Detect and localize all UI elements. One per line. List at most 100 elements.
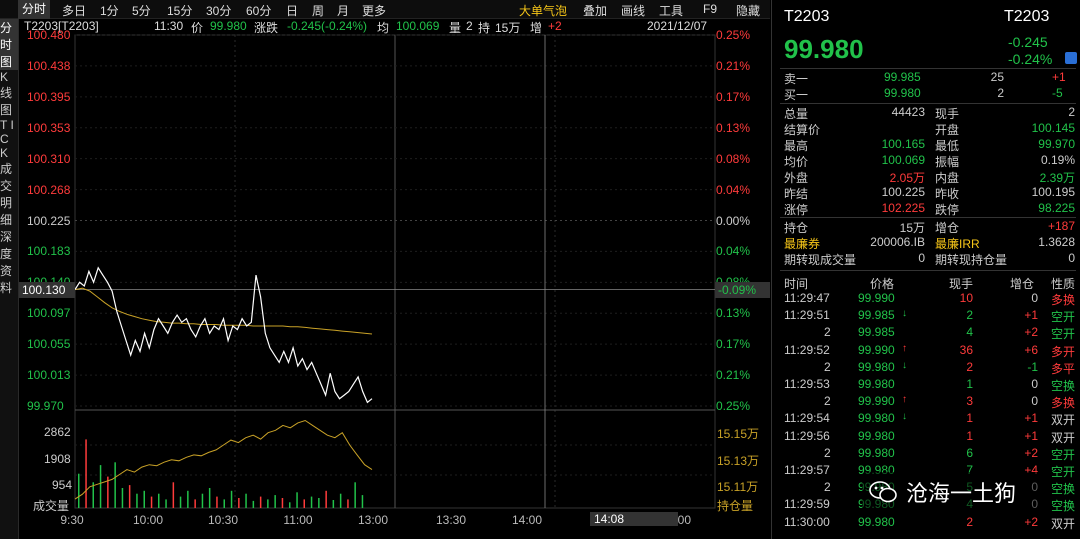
trade-time: 11:29:51: [784, 308, 830, 323]
price-label-left: 100.183: [27, 244, 71, 259]
tab-2[interactable]: 1分: [100, 4, 119, 18]
trade-time: 2: [824, 359, 831, 374]
info-price-label: 价: [191, 21, 204, 35]
trade-qty: 1: [966, 428, 973, 443]
tab-8[interactable]: 周: [312, 4, 325, 18]
book-label: 买一: [784, 88, 809, 102]
quote-panel: T2203 T2203 99.980 -0.245 -0.24% 卖一 99.985 25 +1…: [771, 0, 1080, 539]
volume-title: 成交量: [33, 499, 70, 513]
side-tab-0[interactable]: 分 时 图: [0, 19, 18, 70]
trade-qty: 2: [966, 308, 973, 323]
trade-type: 空开: [1051, 310, 1076, 325]
trade-inc: +2: [1024, 325, 1038, 340]
trade-type: 空换: [1051, 499, 1076, 514]
volume-bar: [179, 496, 182, 508]
stat-value: 44423: [891, 105, 925, 119]
volume-bar: [245, 493, 247, 508]
info-symbol: T2203[T2203]: [24, 19, 99, 33]
info-change: -0.245(-0.24%): [287, 19, 368, 33]
divider-2: [780, 103, 1076, 104]
volume-label-left: 2862: [44, 425, 71, 439]
volume-bar: [187, 490, 189, 508]
toolbar-btn-5[interactable]: 隐藏: [736, 4, 761, 18]
trade-type: 空换: [1051, 379, 1076, 393]
trade-type: 多平: [1051, 361, 1076, 376]
book-qty: 2: [997, 86, 1004, 100]
oi-line: [74, 419, 373, 500]
trades-header: 增仓: [1010, 277, 1035, 291]
x-cursor-time: 14:08: [590, 512, 678, 526]
oi-label-right: 15.11万: [717, 480, 759, 494]
stat2-value: +187: [1047, 219, 1075, 233]
trade-inc: +1: [1024, 411, 1038, 426]
change-pct: -0.24%: [1008, 51, 1053, 67]
side-tab-2[interactable]: T I C K: [0, 118, 14, 160]
trade-price: 99.980: [858, 411, 895, 426]
volume-bar: [347, 499, 349, 508]
tab-0[interactable]: 分时: [18, 0, 51, 19]
price-label-left: 100.395: [27, 89, 71, 104]
info-date: 2021/12/07: [647, 19, 708, 33]
info-vol: 2: [466, 19, 473, 33]
book-diff: +1: [1052, 70, 1066, 84]
tab-3[interactable]: 5分: [132, 4, 151, 18]
stat-value: 0.19%: [1040, 153, 1075, 167]
trade-type: 双开: [1051, 430, 1076, 445]
pct-label-right: 0.00%: [716, 213, 751, 228]
volume-bar: [318, 498, 320, 508]
trade-price: 99.980: [858, 428, 895, 443]
trade-inc: 0: [1031, 394, 1038, 409]
price-label-left: 100.097: [27, 306, 71, 321]
toolbar-btn-1[interactable]: 叠加: [583, 4, 608, 18]
stat-value: 102.225: [881, 201, 925, 215]
tab-5[interactable]: 30分: [206, 4, 232, 18]
intraday-chart: [74, 34, 716, 509]
volume-bar: [128, 485, 131, 508]
stat-value: 100.225: [881, 185, 925, 199]
tab-1[interactable]: 多日: [62, 4, 87, 18]
toolbar-btn-4[interactable]: F9: [703, 2, 718, 16]
info-vol-label: 量: [449, 21, 462, 35]
trades-header: 时间: [784, 277, 809, 291]
toolbar-btn-3[interactable]: 工具: [659, 4, 684, 18]
symbol-name: T2203: [784, 8, 830, 25]
trade-qty: 2: [966, 514, 973, 529]
volume-bar: [201, 493, 204, 508]
edit-icon[interactable]: [1065, 52, 1077, 64]
stat2-label: 期转现持仓量: [935, 253, 1008, 267]
volume-bar: [252, 500, 255, 508]
volume-bar: [136, 493, 138, 508]
price-label-left: 100.055: [27, 337, 71, 352]
toolbar-btn-0[interactable]: 大单气泡: [519, 4, 568, 18]
volume-bar: [165, 499, 167, 508]
divider-1: [780, 68, 1076, 69]
pct-label-right: 0.04%: [716, 244, 751, 259]
stat-label: 现手: [935, 107, 960, 121]
up-arrow-icon: ↑: [902, 394, 907, 406]
price-label-left: 100.353: [27, 120, 71, 135]
stat-label: 昨结: [784, 187, 809, 201]
side-tab-4[interactable]: 深 度 资 料: [0, 230, 13, 295]
tab-7[interactable]: 日: [286, 4, 299, 18]
side-tab-3[interactable]: 成 交 明 细: [0, 162, 13, 227]
side-tab-1[interactable]: K 线 图: [0, 70, 13, 117]
trade-price: 99.985: [858, 325, 895, 340]
stat2-label: 最廉券: [784, 237, 821, 251]
trade-inc: +1: [1024, 308, 1038, 323]
pct-label-right: 0.21%: [716, 368, 751, 383]
volume-bar: [281, 498, 284, 508]
tab-4[interactable]: 15分: [167, 4, 193, 18]
last-price: 99.980: [784, 34, 864, 64]
tab-9[interactable]: 月: [337, 4, 350, 18]
stat2-value: 15万: [899, 221, 925, 235]
toolbar: 分时 多日 1分 5分 15分 30分 60分日周月更多 大单气泡 叠加 画线 工具 F9 隐藏: [0, 0, 770, 19]
tab-10[interactable]: 更多: [362, 4, 387, 18]
pct-label-right: 0.25%: [716, 28, 751, 42]
watermark: 沧海一土狗: [862, 472, 1052, 512]
trade-type: 空换: [1051, 482, 1076, 497]
toolbar-btn-2[interactable]: 画线: [621, 4, 646, 18]
trade-price: 99.990: [858, 394, 895, 409]
trade-time: 2: [824, 394, 831, 409]
volume-bar: [267, 499, 269, 508]
tab-6[interactable]: 60分: [246, 4, 272, 18]
